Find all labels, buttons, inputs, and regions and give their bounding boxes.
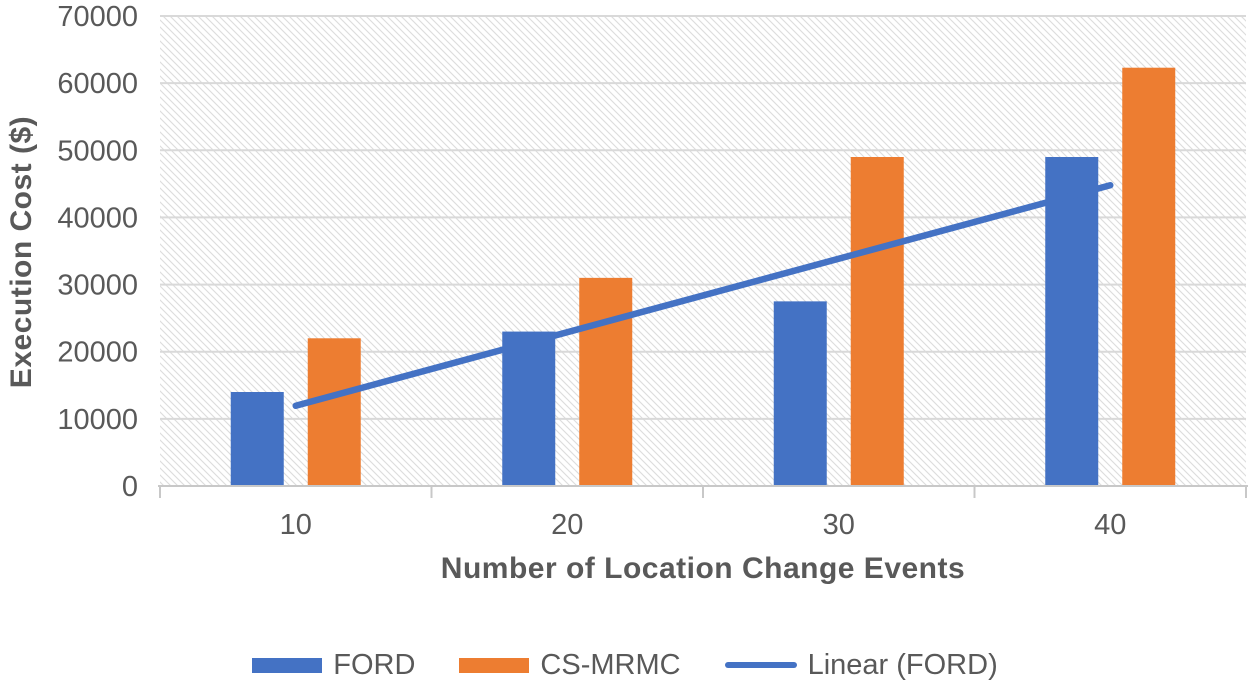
y-tick-label: 30000 — [57, 270, 138, 302]
legend-item-ford: FORD — [252, 649, 415, 682]
y-tick-label: 20000 — [57, 337, 138, 369]
x-tick-label: 40 — [1094, 509, 1126, 541]
bar-ford-30 — [773, 301, 827, 486]
ford-series-swatch — [252, 657, 323, 673]
bar-cs-mrmc-10 — [307, 338, 361, 486]
linear-ford-trendline-swatch — [724, 662, 797, 668]
x-tick-label: 30 — [823, 509, 855, 541]
bar-ford-10 — [230, 392, 284, 486]
y-tick-label: 10000 — [57, 404, 138, 436]
y-tick-label: 70000 — [57, 1, 138, 33]
y-axis-title: Execution Cost ($) — [5, 115, 38, 389]
trendline-linear-ford — [292, 181, 1114, 410]
legend-item-cs-mrmc: CS-MRMC — [459, 648, 681, 682]
legend-label-linear-ford: Linear (FORD) — [807, 648, 998, 681]
bar-cs-mrmc-30 — [850, 157, 904, 486]
bar-ford-40 — [1045, 157, 1099, 486]
x-tick-label: 20 — [551, 509, 583, 541]
legend-item-linear-ford: Linear (FORD) — [724, 648, 998, 682]
legend-label-cs-mrmc: CS-MRMC — [540, 648, 681, 681]
bar-cs-mrmc-20 — [579, 277, 633, 486]
x-tick-label: 10 — [280, 509, 312, 541]
y-tick-label: 50000 — [57, 135, 138, 167]
cs-mrmc-series-swatch — [459, 657, 530, 673]
bar-ford-20 — [502, 331, 556, 486]
x-axis-title: Number of Location Change Events — [440, 552, 966, 585]
y-tick-label: 60000 — [57, 68, 138, 100]
legend-label-ford: FORD — [333, 648, 416, 681]
bar-cs-mrmc-40 — [1122, 67, 1176, 486]
legend: FORD CS-MRMC Linear (FORD) — [0, 646, 1250, 684]
y-tick-label: 0 — [122, 471, 138, 503]
y-tick-label: 40000 — [57, 202, 138, 234]
